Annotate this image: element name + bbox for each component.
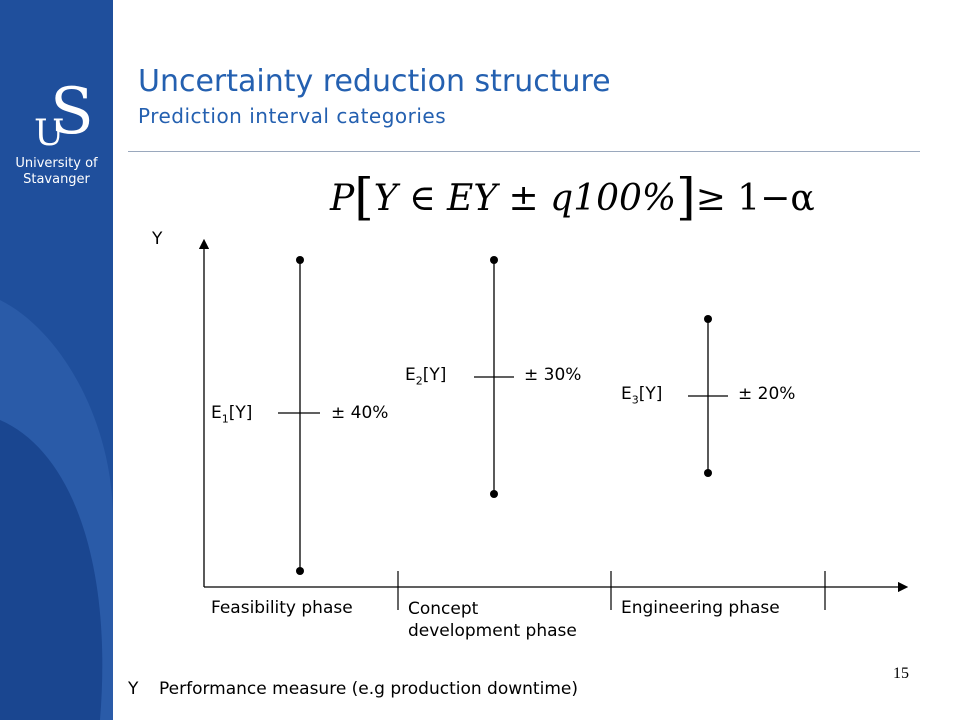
interval-3 bbox=[688, 315, 728, 477]
slide-title: Uncertainty reduction structure bbox=[138, 64, 611, 99]
logo-name-line2: Stavanger bbox=[23, 172, 90, 187]
logo-name: University of Stavanger bbox=[0, 156, 113, 188]
interval-2-bottom-dot bbox=[490, 490, 498, 498]
page-number: 15 bbox=[893, 665, 909, 682]
logo-letter-u: U bbox=[34, 113, 65, 154]
logo-letter-s: S bbox=[50, 75, 94, 149]
interval-2-label-tail: [Y] bbox=[422, 365, 447, 385]
probability-formula: P[Y ∈ EY ± q100%]≥ 1−α bbox=[330, 168, 815, 226]
interval-3-bottom-dot bbox=[704, 469, 712, 477]
interval-1-bottom-dot bbox=[296, 567, 304, 575]
y-axis-label: Y bbox=[152, 229, 163, 249]
sidebar-swoosh bbox=[0, 300, 113, 720]
phase-label-concept-line1: Concept bbox=[408, 599, 479, 619]
phase-label-feasibility: Feasibility phase bbox=[211, 598, 353, 618]
sidebar: S U University of Stavanger bbox=[0, 0, 113, 720]
interval-3-top-dot bbox=[704, 315, 712, 323]
interval-1 bbox=[278, 256, 320, 575]
interval-2-label-base: E bbox=[405, 365, 416, 385]
interval-2-range: ± 30% bbox=[524, 365, 582, 385]
slide-subtitle: Prediction interval categories bbox=[138, 104, 447, 128]
interval-1-label-sub: 1 bbox=[221, 412, 229, 426]
title-divider bbox=[128, 151, 920, 152]
interval-1-label-tail: [Y] bbox=[228, 403, 253, 423]
interval-1-top-dot bbox=[296, 256, 304, 264]
interval-2-label-sub: 2 bbox=[415, 374, 423, 388]
formula-rhs: ≥ 1−α bbox=[695, 178, 815, 219]
formula-left-bracket: [ bbox=[354, 168, 374, 226]
interval-3-label: E3[Y] bbox=[621, 384, 662, 406]
interval-3-label-tail: [Y] bbox=[638, 384, 663, 404]
interval-3-label-base: E bbox=[621, 384, 632, 404]
phase-label-concept-line2: development phase bbox=[408, 621, 577, 641]
interval-3-range: ± 20% bbox=[738, 384, 796, 404]
legend-text: Performance measure (e.g production down… bbox=[159, 679, 578, 699]
formula-right-bracket: ] bbox=[676, 168, 696, 226]
interval-2 bbox=[474, 256, 514, 498]
legend-symbol: Y bbox=[128, 679, 139, 699]
interval-2-label: E2[Y] bbox=[405, 365, 446, 387]
interval-2-top-dot bbox=[490, 256, 498, 264]
interval-1-label-base: E bbox=[211, 403, 222, 423]
formula-body: Y ∈ EY ± q100% bbox=[373, 178, 677, 219]
phase-label-concept: Concept development phase bbox=[408, 598, 577, 642]
interval-1-range: ± 40% bbox=[331, 403, 389, 423]
interval-3-label-sub: 3 bbox=[631, 393, 639, 407]
logo-name-line1: University of bbox=[15, 156, 98, 171]
interval-1-label: E1[Y] bbox=[211, 403, 252, 425]
formula-p: P bbox=[330, 178, 355, 219]
phase-label-engineering: Engineering phase bbox=[621, 598, 780, 618]
